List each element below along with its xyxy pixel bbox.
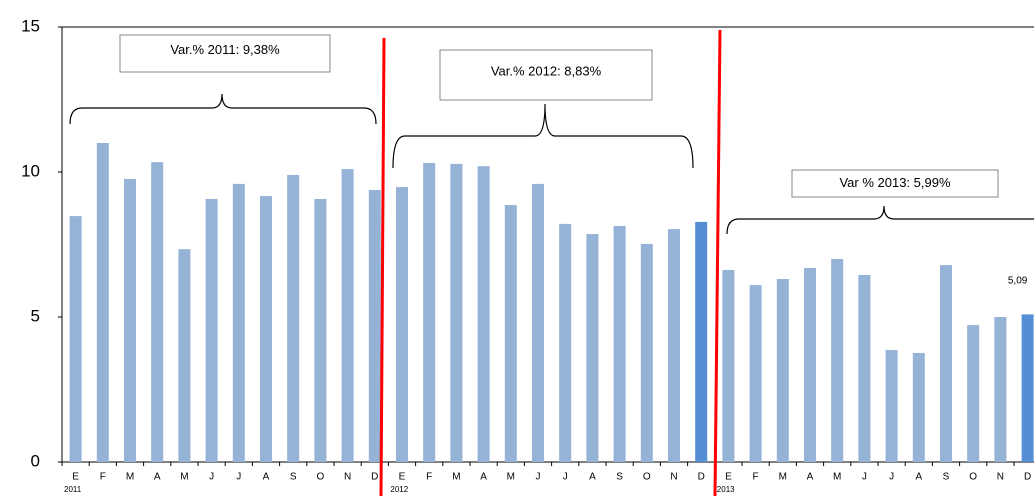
bar bbox=[151, 162, 164, 462]
annotation: Var.% 2012: 8,83% bbox=[491, 63, 602, 78]
bar bbox=[776, 279, 789, 462]
x-tick-label: M bbox=[452, 472, 460, 483]
bar bbox=[450, 163, 463, 462]
x-tick-label: D bbox=[698, 472, 705, 483]
x-tick-label: M bbox=[779, 472, 787, 483]
x-tick-label: E bbox=[72, 472, 79, 483]
bar bbox=[368, 189, 381, 463]
bar bbox=[613, 225, 626, 462]
bar bbox=[940, 265, 952, 462]
bar bbox=[749, 285, 762, 462]
x-tick-label: A bbox=[480, 472, 487, 483]
bar bbox=[912, 352, 925, 462]
bar bbox=[69, 216, 82, 462]
annotation: Var.% 2011: 9,38% bbox=[170, 42, 280, 57]
x-tick-label: J bbox=[563, 472, 568, 483]
bar bbox=[967, 325, 980, 462]
x-tick-label: A bbox=[154, 472, 161, 483]
bar bbox=[885, 350, 898, 462]
x-tick-label: S bbox=[943, 472, 950, 483]
x-tick-label: N bbox=[344, 472, 351, 483]
bar bbox=[559, 223, 572, 462]
bar bbox=[96, 143, 109, 462]
x-tick-label: F bbox=[753, 472, 759, 483]
x-tick-label: E bbox=[399, 472, 406, 483]
bar bbox=[804, 267, 816, 462]
x-tick-label: A bbox=[263, 472, 270, 483]
x-tick-label: J bbox=[209, 472, 214, 483]
x-tick-label: O bbox=[317, 472, 325, 483]
y-tick-label: 10 bbox=[21, 161, 40, 180]
x-tick-label: J bbox=[889, 472, 894, 483]
x-tick-label: M bbox=[507, 472, 515, 483]
x-tick-label: J bbox=[236, 472, 241, 483]
x-tick-label: M bbox=[126, 472, 134, 483]
bar bbox=[695, 221, 708, 462]
bar bbox=[124, 178, 136, 462]
x-tick-label: D bbox=[1024, 472, 1031, 483]
x-tick-label: F bbox=[426, 472, 432, 483]
x-tick-label: J bbox=[536, 472, 541, 483]
bar bbox=[477, 166, 490, 462]
bar bbox=[260, 196, 272, 462]
x-tick-label: S bbox=[290, 472, 297, 483]
year-separator bbox=[713, 29, 722, 496]
x-tick-label: N bbox=[997, 472, 1004, 483]
bar bbox=[586, 234, 599, 462]
bar bbox=[640, 243, 653, 462]
bar bbox=[1021, 314, 1034, 462]
x-tick-label: S bbox=[616, 472, 623, 483]
x-tick-label: O bbox=[643, 472, 651, 483]
annotation: Var % 2013: 5,99% bbox=[839, 175, 950, 190]
annotation-box bbox=[119, 34, 331, 73]
bar bbox=[994, 317, 1007, 462]
year-separator bbox=[379, 37, 386, 496]
x-tick-label: M bbox=[180, 472, 188, 483]
bar bbox=[532, 183, 544, 462]
brace bbox=[69, 93, 377, 125]
brace bbox=[392, 103, 694, 169]
bar bbox=[858, 274, 871, 462]
bar bbox=[178, 249, 191, 462]
bar bbox=[423, 163, 436, 462]
x-tick-label: N bbox=[670, 472, 677, 483]
year-label: 2011 bbox=[64, 485, 82, 494]
y-tick-label: 15 bbox=[21, 16, 40, 35]
x-tick-label: E bbox=[725, 472, 732, 483]
bar bbox=[314, 198, 327, 462]
annotation-box bbox=[791, 169, 999, 198]
bar bbox=[232, 183, 245, 462]
x-tick-label: D bbox=[371, 472, 378, 483]
x-tick-label: M bbox=[833, 472, 841, 483]
x-tick-label: A bbox=[589, 472, 596, 483]
bar bbox=[504, 205, 517, 462]
bar bbox=[287, 174, 300, 462]
brace bbox=[726, 205, 1034, 235]
bar bbox=[831, 259, 844, 462]
x-tick-label: A bbox=[807, 472, 814, 483]
x-tick-label: A bbox=[915, 472, 922, 483]
y-tick-label: 5 bbox=[31, 306, 40, 325]
year-label: 2013 bbox=[717, 485, 735, 494]
annotation-box bbox=[439, 49, 653, 101]
data-label: 5,09 bbox=[1008, 276, 1028, 287]
bar bbox=[205, 198, 218, 462]
bar bbox=[396, 187, 408, 462]
bar bbox=[668, 229, 680, 462]
x-tick-label: F bbox=[100, 472, 106, 483]
y-tick-label: 0 bbox=[31, 451, 40, 470]
bar bbox=[341, 169, 354, 462]
year-label: 2012 bbox=[390, 485, 408, 494]
bar bbox=[722, 270, 735, 462]
x-tick-label: O bbox=[969, 472, 977, 483]
x-tick-label: J bbox=[862, 472, 867, 483]
